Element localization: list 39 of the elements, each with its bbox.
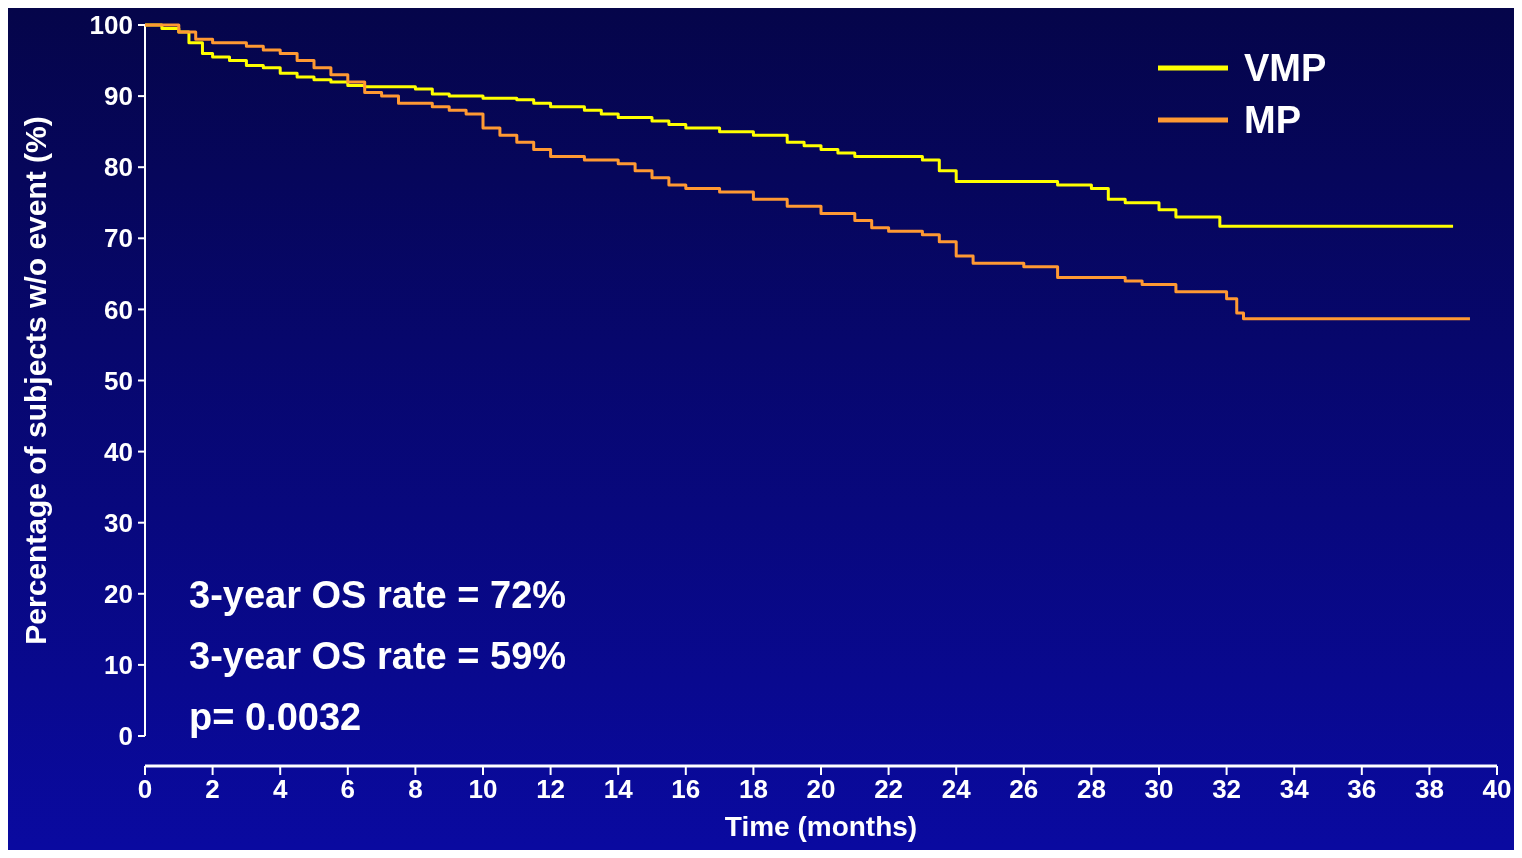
y-tick-label: 90: [104, 81, 133, 112]
x-tick-label: 20: [806, 774, 836, 804]
y-tick-label: 100: [89, 10, 133, 41]
x-axis-title: Time (months): [724, 811, 918, 842]
y-tick-label: 30: [104, 507, 133, 538]
annotation: 3-year OS rate = 59%: [189, 635, 567, 677]
x-tick-label: 12: [536, 774, 566, 804]
legend-label: MP: [1244, 99, 1301, 142]
x-tick-label: 24: [941, 774, 972, 804]
x-tick-label: 22: [874, 774, 904, 804]
y-tick-label: 20: [104, 578, 133, 609]
y-tick-label: 40: [104, 436, 133, 467]
legend-label: VMP: [1244, 47, 1327, 90]
x-tick-label: 26: [1009, 774, 1039, 804]
x-tick-label: 2: [205, 774, 220, 804]
x-tick-label: 30: [1144, 774, 1174, 804]
x-tick-label: 18: [738, 774, 768, 804]
x-tick-label: 14: [603, 774, 634, 804]
x-tick-label: 8: [408, 774, 423, 804]
x-tick-label: 6: [340, 774, 356, 804]
annotation: 3-year OS rate = 72%: [189, 574, 567, 616]
y-tick-label: 10: [104, 650, 133, 680]
x-tick-label: 34: [1279, 774, 1310, 804]
y-tick-label: 60: [104, 294, 133, 325]
annotation: p= 0.0032: [189, 696, 362, 738]
x-tick-label: 36: [1347, 774, 1377, 804]
y-tick-label: 50: [104, 365, 133, 396]
x-tick-label: 38: [1414, 774, 1444, 804]
x-tick-label: 32: [1212, 774, 1242, 804]
y-tick-label: 80: [104, 152, 133, 183]
x-tick-label: 4: [272, 774, 288, 804]
x-tick-label: 0: [137, 774, 153, 804]
y-tick-label: 0: [118, 721, 133, 752]
y-tick-label: 70: [104, 223, 133, 254]
x-tick-label: 10: [468, 774, 498, 804]
x-tick-label: 16: [671, 774, 701, 804]
y-axis-title: Percentage of subjects w/o event (%): [19, 116, 52, 645]
x-tick-label: 28: [1076, 774, 1106, 804]
x-tick-label: 40: [1482, 774, 1512, 804]
